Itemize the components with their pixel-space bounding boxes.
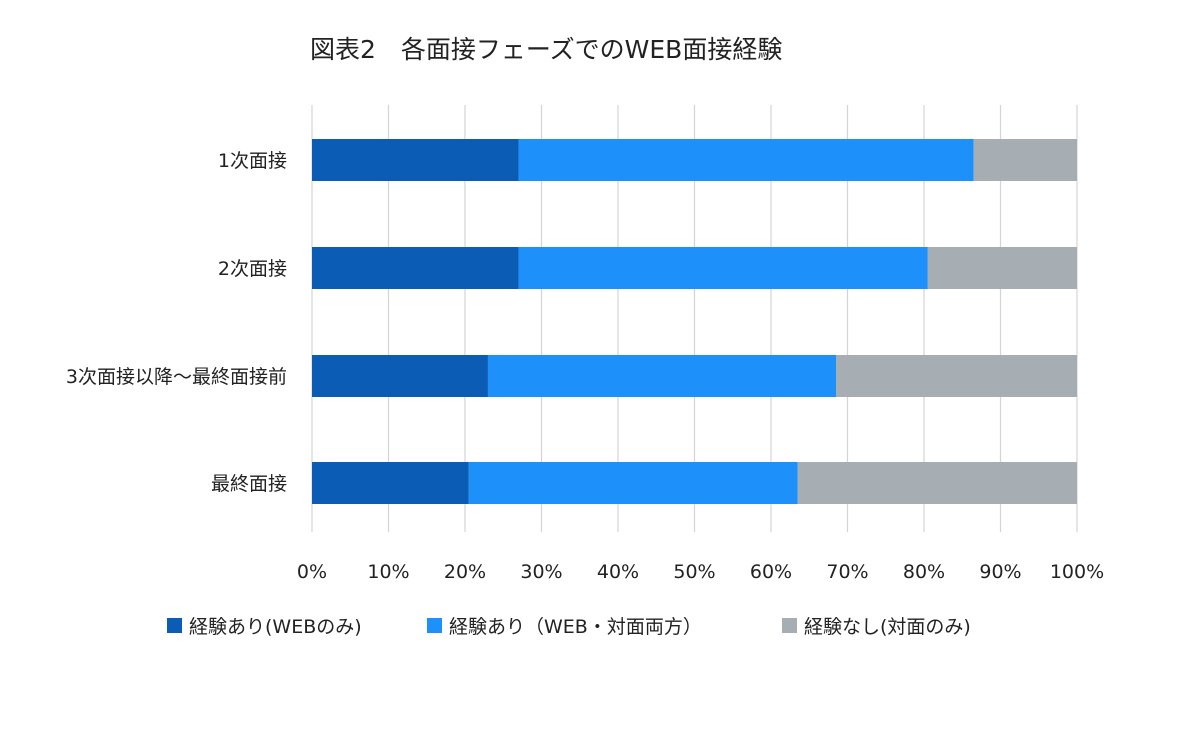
- x-tick-label: 80%: [903, 561, 945, 583]
- bar-segment: [927, 247, 1077, 289]
- legend-swatch: [427, 618, 442, 633]
- category-label: 3次面接以降～最終面接前: [66, 366, 287, 388]
- x-tick-label: 60%: [750, 561, 792, 583]
- x-tick-label: 10%: [367, 561, 409, 583]
- legend-label: 経験あり(WEBのみ): [189, 616, 362, 638]
- bar-segment: [973, 139, 1077, 181]
- x-tick-label: 100%: [1050, 561, 1104, 583]
- x-axis-tick-labels: 0% 10% 20% 30% 40% 50% 60% 70% 80% 90% 100%: [297, 561, 1104, 583]
- bar-segment: [312, 247, 519, 289]
- bar-segment: [312, 139, 519, 181]
- bar-segment: [518, 247, 928, 289]
- bar-segment: [312, 355, 488, 397]
- x-tick-label: 50%: [673, 561, 715, 583]
- legend-label: 経験なし(対面のみ): [804, 616, 971, 638]
- legend-label: 経験あり（WEB・対面両方）: [449, 616, 702, 638]
- legend: 経験あり(WEBのみ) 経験あり（WEB・対面両方） 経験なし(対面のみ): [167, 616, 971, 638]
- bars: [312, 139, 1077, 504]
- category-label: 1次面接: [218, 150, 287, 172]
- bar-segment: [836, 355, 1077, 397]
- chart-title: 図表2 各面接フェーズでのWEB面接経験: [310, 35, 782, 64]
- bar-segment: [797, 462, 1077, 504]
- x-tick-label: 30%: [520, 561, 562, 583]
- bar-segment: [312, 462, 469, 504]
- x-tick-label: 0%: [297, 561, 327, 583]
- x-tick-label: 20%: [444, 561, 486, 583]
- x-tick-label: 90%: [979, 561, 1021, 583]
- bar-segment: [487, 355, 837, 397]
- bar-segment: [468, 462, 798, 504]
- x-tick-label: 40%: [597, 561, 639, 583]
- category-label: 最終面接: [211, 473, 287, 495]
- legend-swatch: [167, 618, 182, 633]
- x-tick-label: 70%: [826, 561, 868, 583]
- bar-segment: [518, 139, 974, 181]
- category-label: 2次面接: [218, 258, 287, 280]
- legend-swatch: [782, 618, 797, 633]
